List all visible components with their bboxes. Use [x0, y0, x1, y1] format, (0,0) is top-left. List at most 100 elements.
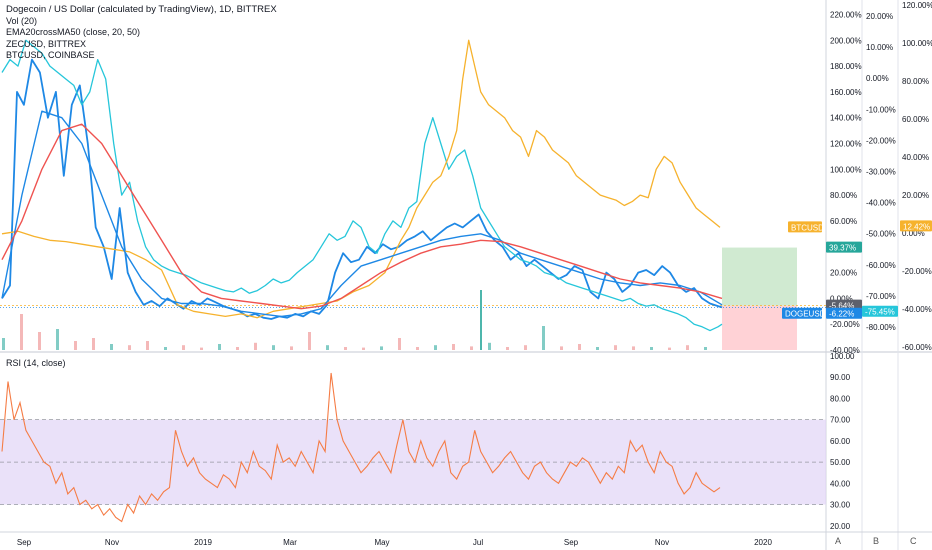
volume-bar [2, 338, 5, 350]
y1-tick-label: -40.00% [830, 346, 860, 355]
scale-tab-a[interactable]: A [835, 536, 842, 546]
tag-doge-value: -6.22% [829, 310, 854, 319]
series-dogeusd [1, 58, 723, 320]
volume-bar [128, 345, 131, 350]
x-tick-label: Nov [655, 538, 669, 547]
rsi-tick-label: 70.00 [830, 416, 851, 425]
y2-tick-label: -60.00% [866, 261, 896, 270]
legend-ema-cross[interactable]: EMA20crossMA50 (close, 20, 50) [6, 27, 141, 37]
rsi-tick-label: 50.00 [830, 458, 851, 467]
volume-bar [146, 341, 149, 350]
volume-bar [110, 344, 113, 350]
scale-tab-c[interactable]: C [910, 536, 917, 546]
y2-tick-label: 0.00% [866, 74, 889, 83]
volume-bar [560, 346, 563, 350]
y2-tick-label: 20.00% [866, 12, 893, 21]
legend-zecusd[interactable]: ZECUSD, BITTREX [6, 38, 87, 49]
y1-tick-label: 100.00% [830, 165, 862, 174]
x-tick-label: Sep [564, 538, 579, 547]
volume-bar [200, 347, 203, 350]
y3-tick-label: 20.00% [902, 191, 929, 200]
volume-bar [542, 326, 545, 350]
y1-tick-label: 140.00% [830, 114, 862, 123]
y2-tick-label: -80.00% [866, 323, 896, 332]
rsi-tick-label: 40.00 [830, 479, 851, 488]
volume-bar [470, 346, 473, 350]
y1-tick-label: 60.00% [830, 217, 857, 226]
tag-btc-value: 12.42% [903, 222, 930, 231]
volume-bar [578, 344, 581, 350]
tag-btc-value-bg [900, 220, 932, 232]
series-btcusd [1, 39, 721, 319]
y1-tick-label: 220.00% [830, 10, 862, 19]
y3-tick-label: 80.00% [902, 77, 929, 86]
volume-bar [614, 345, 617, 350]
y3-tick-label: 40.00% [902, 153, 929, 162]
volume-bar [164, 347, 167, 350]
volume-bar [344, 347, 347, 350]
volume-bar [668, 347, 671, 350]
y2-tick-label: -10.00% [866, 105, 896, 114]
y1-tick-label: 120.00% [830, 140, 862, 149]
legend-btcusd[interactable]: BTCUSD, COINBASE [6, 50, 95, 60]
y1-tick-label: 180.00% [830, 62, 862, 71]
tag-doge-label: DOGEUSD [785, 310, 826, 319]
tag-entry: -5.64% [829, 302, 854, 311]
tag-zec-value: -75.45% [865, 308, 895, 317]
series-ema20 [1, 110, 723, 318]
rsi-legend[interactable]: RSI (14, close) [6, 358, 66, 368]
y3-tick-label: -60.00% [902, 343, 932, 352]
rsi-series [1, 372, 721, 523]
volume-bar [56, 329, 59, 350]
x-tick-label: 2020 [754, 538, 772, 547]
volume-bar [452, 344, 455, 350]
rsi-tick-label: 90.00 [830, 373, 851, 382]
tag-doge-label-bg [782, 307, 822, 319]
rsi-tick-label: 80.00 [830, 394, 851, 403]
y1-tick-label: -20.00% [830, 320, 860, 329]
legend-volume[interactable]: Vol (20) [6, 15, 38, 26]
x-tick-label: Sep [17, 538, 32, 547]
volume-bar [254, 342, 257, 350]
scale-tab-b[interactable]: B [873, 536, 880, 546]
volume-bar [650, 347, 653, 350]
volume-bar [290, 346, 293, 350]
volume-bar [308, 332, 311, 350]
volume-bar [704, 347, 707, 350]
price-series [1, 39, 723, 332]
volume-bar [596, 347, 599, 350]
series-ma50 [1, 123, 723, 310]
y1-tick-label: 20.00% [830, 269, 857, 278]
tag-target: 39.37% [829, 244, 856, 253]
y3-tick-label: 60.00% [902, 115, 929, 124]
series-zecusd [1, 39, 723, 332]
x-tick-label: Mar [283, 538, 297, 547]
y2-tick-label: -50.00% [866, 230, 896, 239]
y2-tick-label: -70.00% [866, 292, 896, 301]
volume-bar [20, 314, 23, 350]
profit-zone [722, 247, 797, 306]
volume-bar [236, 347, 239, 350]
tag-btc-label: BTCUSD [791, 223, 824, 232]
volume-bar [632, 346, 635, 350]
y3-tick-label: 0.00% [902, 229, 925, 238]
volume-bar [182, 345, 185, 350]
y1-tick-label: 200.00% [830, 36, 862, 45]
x-tick-label: Jul [473, 538, 483, 547]
volume-spike [480, 290, 482, 350]
axes: 220.00% 200.00% 180.00% 160.00% 140.00% 120.0… [17, 1, 932, 547]
rsi-line [1, 372, 721, 523]
tag-zec-value-bg [862, 305, 898, 317]
volume-bar [362, 347, 365, 350]
tag-target-bg [826, 241, 862, 253]
y1-tick-label: 160.00% [830, 88, 862, 97]
volume-bar [218, 344, 221, 350]
volume-bar [398, 338, 401, 350]
x-tick-label: May [374, 538, 389, 547]
tag-btc-label-bg [788, 221, 822, 233]
price-tags: BTCUSD 12.42% 39.37% -5.64%DOGEUSD -6.22% -75… [782, 220, 932, 319]
y3-tick-label: 100.00% [902, 39, 932, 48]
rsi-band [0, 419, 826, 505]
volume-bar [506, 347, 509, 350]
